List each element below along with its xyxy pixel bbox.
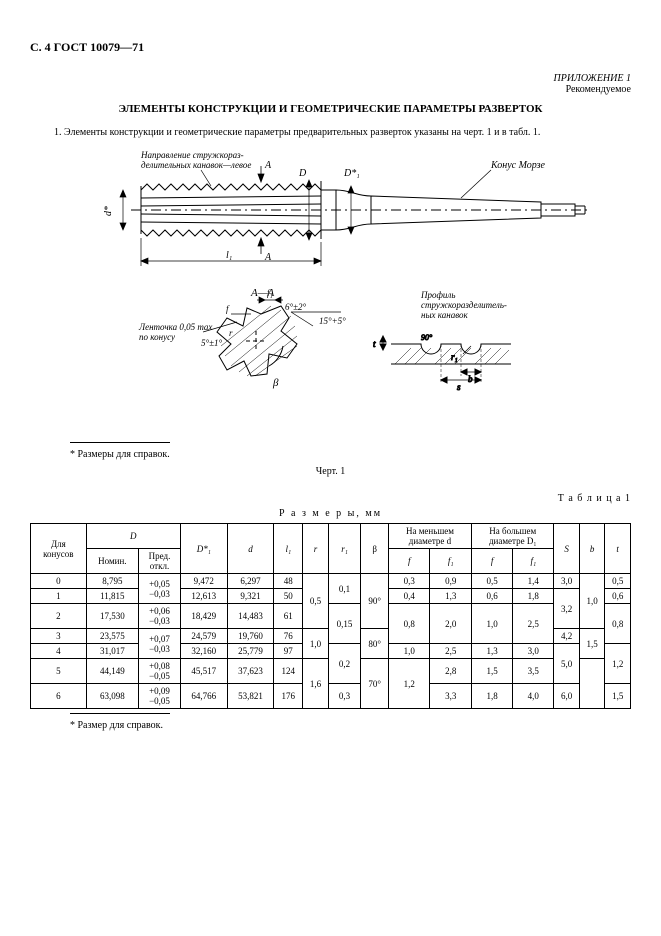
label-f1: f₁ <box>267 288 273 298</box>
label-a15: 15°+5° <box>319 316 346 326</box>
figure-caption: Черт. 1 <box>30 466 631 477</box>
appendix-type: Рекомендуемое <box>566 84 631 95</box>
page-header: С. 4 ГОСТ 10079—71 <box>30 40 631 55</box>
label-r: r <box>229 328 233 338</box>
col-D1: D*₁ <box>180 524 227 574</box>
label-prof: Профиль стружкоразделитель- ных канавок <box>420 290 509 320</box>
col-l1: l₁ <box>274 524 303 574</box>
intro-para: 1. Элементы конструкции и геометрические… <box>30 127 631 138</box>
label-90: 90° <box>421 333 433 342</box>
table-row: 4 31,017 32,160 25,779 97 0,2 1,0 2,5 1,… <box>31 644 631 659</box>
table-row: 2 17,530 +0,06−0,03 18,429 14,483 61 0,1… <box>31 604 631 629</box>
col-fb: f <box>472 549 513 574</box>
col-beta: β <box>361 524 389 574</box>
label-cone: Конус Морзе <box>490 160 546 171</box>
dimensions-table: Дляконусов D D*₁ d l₁ r r₁ β На меньшемд… <box>30 523 631 709</box>
col-fs: f <box>388 549 430 574</box>
col-small: На меньшемдиаметре d <box>388 524 471 549</box>
diagram: А А d* l₁ D D*₁ Напра <box>30 146 631 436</box>
appendix-block: ПРИЛОЖЕНИЕ 1 Рекомендуемое <box>30 73 631 95</box>
label-A-bot: А <box>264 252 272 263</box>
label-l1: l₁ <box>226 250 232 261</box>
col-Dnom: Номин. <box>86 549 138 574</box>
col-Dtol: Пред.откл. <box>139 549 181 574</box>
label-direction: Направление стружкораз- делительных кана… <box>140 150 251 170</box>
label-f: f <box>226 304 230 314</box>
label-d: d* <box>103 206 114 216</box>
label-b: b <box>468 374 473 384</box>
col-t: t <box>605 524 631 574</box>
label-D1: D*₁ <box>343 168 360 179</box>
label-beta: β <box>272 377 279 389</box>
col-cone: Дляконусов <box>31 524 87 574</box>
col-d: d <box>227 524 274 574</box>
label-t: t <box>373 339 376 349</box>
col-b: b <box>579 524 604 574</box>
label-r1p: r₁ <box>451 352 458 362</box>
appendix-num: ПРИЛОЖЕНИЕ 1 <box>554 73 632 84</box>
col-S: S <box>554 524 579 574</box>
label-D: D <box>298 168 307 179</box>
col-r1: r₁ <box>328 524 361 574</box>
label-a5: 5°±1° <box>201 338 223 348</box>
label-s: s <box>457 382 461 392</box>
col-f1s: f₁ <box>430 549 472 574</box>
section-title: ЭЛЕМЕНТЫ КОНСТРУКЦИИ И ГЕОМЕТРИЧЕСКИЕ ПА… <box>30 103 631 115</box>
label-A-top: А <box>264 160 272 171</box>
label-a6: 6°±2° <box>285 302 307 312</box>
footnote-2: * Размер для справок. <box>70 720 631 731</box>
table-row: 6 63,098 +0,09−0,05 64,766 53,821 176 0,… <box>31 684 631 709</box>
note-separator-2 <box>70 713 170 714</box>
col-big: На большемдиаметре D₁ <box>472 524 554 549</box>
col-r: r <box>303 524 328 574</box>
col-D: D <box>86 524 180 549</box>
table-title: Р а з м е р ы, мм <box>30 508 631 519</box>
table-row: 0 8,795 +0,05−0,03 9,472 6,297 48 0,5 0,… <box>31 574 631 589</box>
note-separator-1 <box>70 442 170 443</box>
col-f1b: f₁ <box>513 549 554 574</box>
table-caption: Т а б л и ц а 1 <box>30 493 631 504</box>
footnote-1: * Размеры для справок. <box>70 449 631 460</box>
